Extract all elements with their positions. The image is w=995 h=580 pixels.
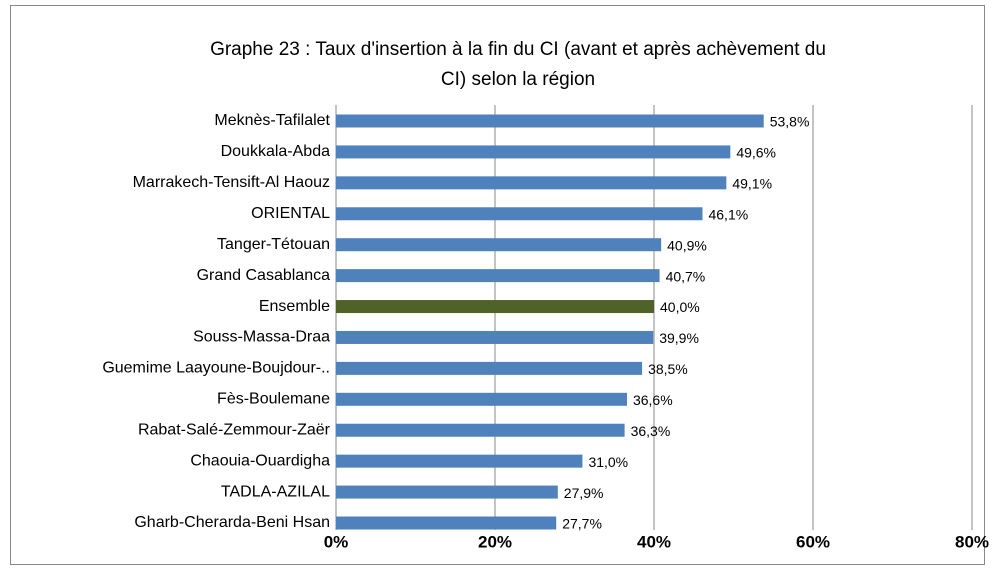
y-tick-label: Rabat-Salé-Zemmour-Zaër [138, 421, 331, 438]
y-tick-label: Souss-Massa-Draa [193, 329, 330, 346]
bar [336, 516, 557, 530]
y-tick-label: ORIENTAL [251, 205, 330, 222]
value-label: 36,6% [633, 392, 673, 408]
bar [336, 207, 703, 221]
x-tick-label: 20% [478, 532, 512, 551]
y-tick-label: Grand Casablanca [197, 267, 331, 284]
value-label: 39,9% [659, 330, 699, 346]
x-tick-label: 40% [637, 532, 671, 551]
bar [336, 300, 654, 314]
bar [336, 423, 625, 437]
y-tick-label: Guemime Laayoune-Boujdour-.. [102, 360, 330, 377]
y-tick-label: Meknès-Tafilalet [214, 112, 330, 129]
chart-title: CI) selon la région [441, 69, 595, 90]
value-label: 53,8% [770, 114, 810, 130]
value-label: 38,5% [648, 361, 688, 377]
value-label: 49,6% [736, 145, 776, 161]
y-tick-label: Ensemble [259, 298, 330, 315]
value-label: 40,0% [660, 299, 700, 315]
value-label: 36,3% [631, 423, 671, 439]
y-tick-label: TADLA-AZILAL [221, 483, 330, 500]
chart-frame [10, 5, 985, 565]
bar [336, 392, 627, 406]
bar [336, 176, 727, 190]
bar [336, 330, 654, 344]
bar [336, 114, 764, 128]
x-tick-label: 80% [955, 532, 989, 551]
bar [336, 454, 583, 468]
value-label: 27,9% [564, 485, 604, 501]
value-label: 31,0% [588, 454, 628, 470]
chart-title: Graphe 23 : Taux d'insertion à la fin du… [210, 39, 826, 60]
y-tick-label: Marrakech-Tensift-Al Haouz [133, 174, 330, 191]
y-tick-label: Tanger-Tétouan [217, 236, 330, 253]
bar [336, 485, 558, 499]
value-label: 40,7% [666, 268, 706, 284]
value-label: 27,7% [562, 516, 602, 532]
bar [336, 361, 643, 375]
y-tick-label: Doukkala-Abda [221, 143, 331, 160]
bar [336, 238, 662, 252]
bar [336, 269, 660, 283]
value-label: 40,9% [667, 237, 707, 253]
y-tick-label: Fès-Boulemane [217, 391, 330, 408]
bar [336, 145, 731, 159]
x-tick-label: 0% [324, 532, 349, 551]
value-label: 49,1% [732, 176, 772, 192]
y-tick-label: Chaouia-Ouardigha [190, 452, 330, 469]
x-tick-label: 60% [796, 532, 830, 551]
value-label: 46,1% [708, 206, 748, 222]
y-tick-label: Gharb-Cherarda-Beni Hsan [134, 514, 330, 531]
